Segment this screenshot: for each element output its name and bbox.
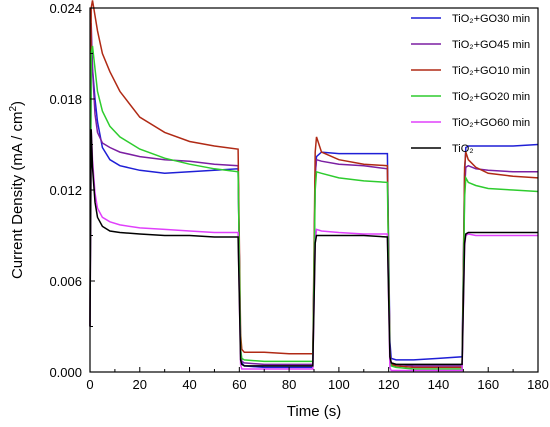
x-tick-label: 160 xyxy=(477,377,499,392)
legend-label-2: TiO₂+GO10 min xyxy=(452,65,530,77)
x-tick-label: 0 xyxy=(86,377,93,392)
x-tick-label: 60 xyxy=(232,377,246,392)
legend-label-0: TiO₂+GO30 min xyxy=(452,13,530,25)
y-tick-label: 0.024 xyxy=(49,1,82,16)
y-axis-title-sup: 2 xyxy=(8,106,19,112)
x-tick-label: 100 xyxy=(328,377,350,392)
legend-label-1: TiO₂+GO45 min xyxy=(452,39,530,51)
legend-label-3: TiO₂+GO20 min xyxy=(452,91,530,103)
x-axis-title: Time (s) xyxy=(287,403,341,420)
y-tick-label: 0.000 xyxy=(49,365,82,380)
ticks-layer: 0 20 40 60 80 100 120 140 160 180 0.000 0.006 0.012 0… xyxy=(49,1,548,392)
x-tick-label: 80 xyxy=(282,377,296,392)
legend-label-4: TiO₂+GO60 min xyxy=(452,117,530,129)
y-axis-title-main: Current Density (mA / cm xyxy=(9,112,26,280)
series-layer xyxy=(89,0,539,372)
x-tick-label: 40 xyxy=(182,377,196,392)
series-line-5 xyxy=(89,129,538,367)
x-tick-label: 120 xyxy=(378,377,400,392)
legend: TiO₂+GO30 min TiO₂+GO45 min TiO₂+GO10 min T… xyxy=(411,13,530,155)
x-tick-label: 20 xyxy=(133,377,147,392)
y-tick-label: 0.018 xyxy=(49,92,82,107)
legend-label-5: TiO₂ xyxy=(452,143,474,155)
y-axis-title: Current Density (mA / cm2) xyxy=(8,101,26,279)
y-axis-title-close: ) xyxy=(9,101,26,106)
x-tick-label: 140 xyxy=(428,377,450,392)
x-tick-label: 180 xyxy=(527,377,549,392)
y-tick-label: 0.012 xyxy=(49,183,82,198)
y-tick-label: 0.006 xyxy=(49,274,82,289)
